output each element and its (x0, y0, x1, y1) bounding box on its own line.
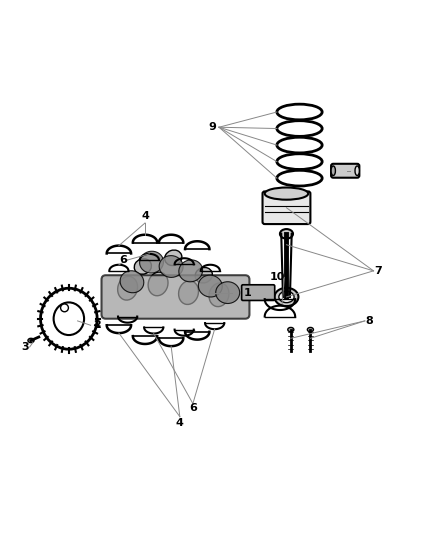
FancyBboxPatch shape (242, 285, 275, 301)
Ellipse shape (307, 327, 314, 332)
Ellipse shape (120, 271, 144, 293)
Ellipse shape (53, 302, 84, 335)
Text: 4: 4 (141, 212, 149, 221)
Ellipse shape (60, 304, 68, 312)
Ellipse shape (134, 259, 152, 274)
Ellipse shape (331, 166, 336, 175)
Ellipse shape (28, 338, 34, 343)
Ellipse shape (265, 188, 308, 200)
Ellipse shape (165, 250, 182, 265)
Ellipse shape (198, 275, 222, 297)
FancyBboxPatch shape (102, 275, 250, 319)
Text: 10: 10 (270, 272, 286, 282)
Text: 4: 4 (176, 418, 184, 428)
Ellipse shape (209, 283, 229, 306)
Ellipse shape (118, 277, 138, 300)
Ellipse shape (148, 272, 168, 296)
Text: 9: 9 (208, 122, 216, 132)
Ellipse shape (280, 229, 293, 239)
Ellipse shape (216, 282, 240, 303)
Text: 7: 7 (374, 266, 382, 276)
Text: 2: 2 (93, 320, 101, 330)
Ellipse shape (288, 327, 294, 332)
Ellipse shape (179, 281, 198, 304)
Ellipse shape (159, 256, 183, 277)
Text: 8: 8 (365, 316, 373, 326)
Ellipse shape (41, 288, 97, 349)
Ellipse shape (279, 292, 294, 303)
Ellipse shape (195, 268, 212, 283)
Text: 3: 3 (21, 342, 29, 352)
Text: 6: 6 (189, 403, 197, 413)
FancyBboxPatch shape (331, 164, 359, 177)
Ellipse shape (179, 260, 203, 282)
FancyBboxPatch shape (262, 191, 311, 224)
Ellipse shape (140, 251, 163, 273)
Ellipse shape (355, 166, 359, 175)
Ellipse shape (275, 288, 298, 306)
Text: 6: 6 (119, 255, 127, 265)
Text: 1: 1 (244, 288, 251, 297)
